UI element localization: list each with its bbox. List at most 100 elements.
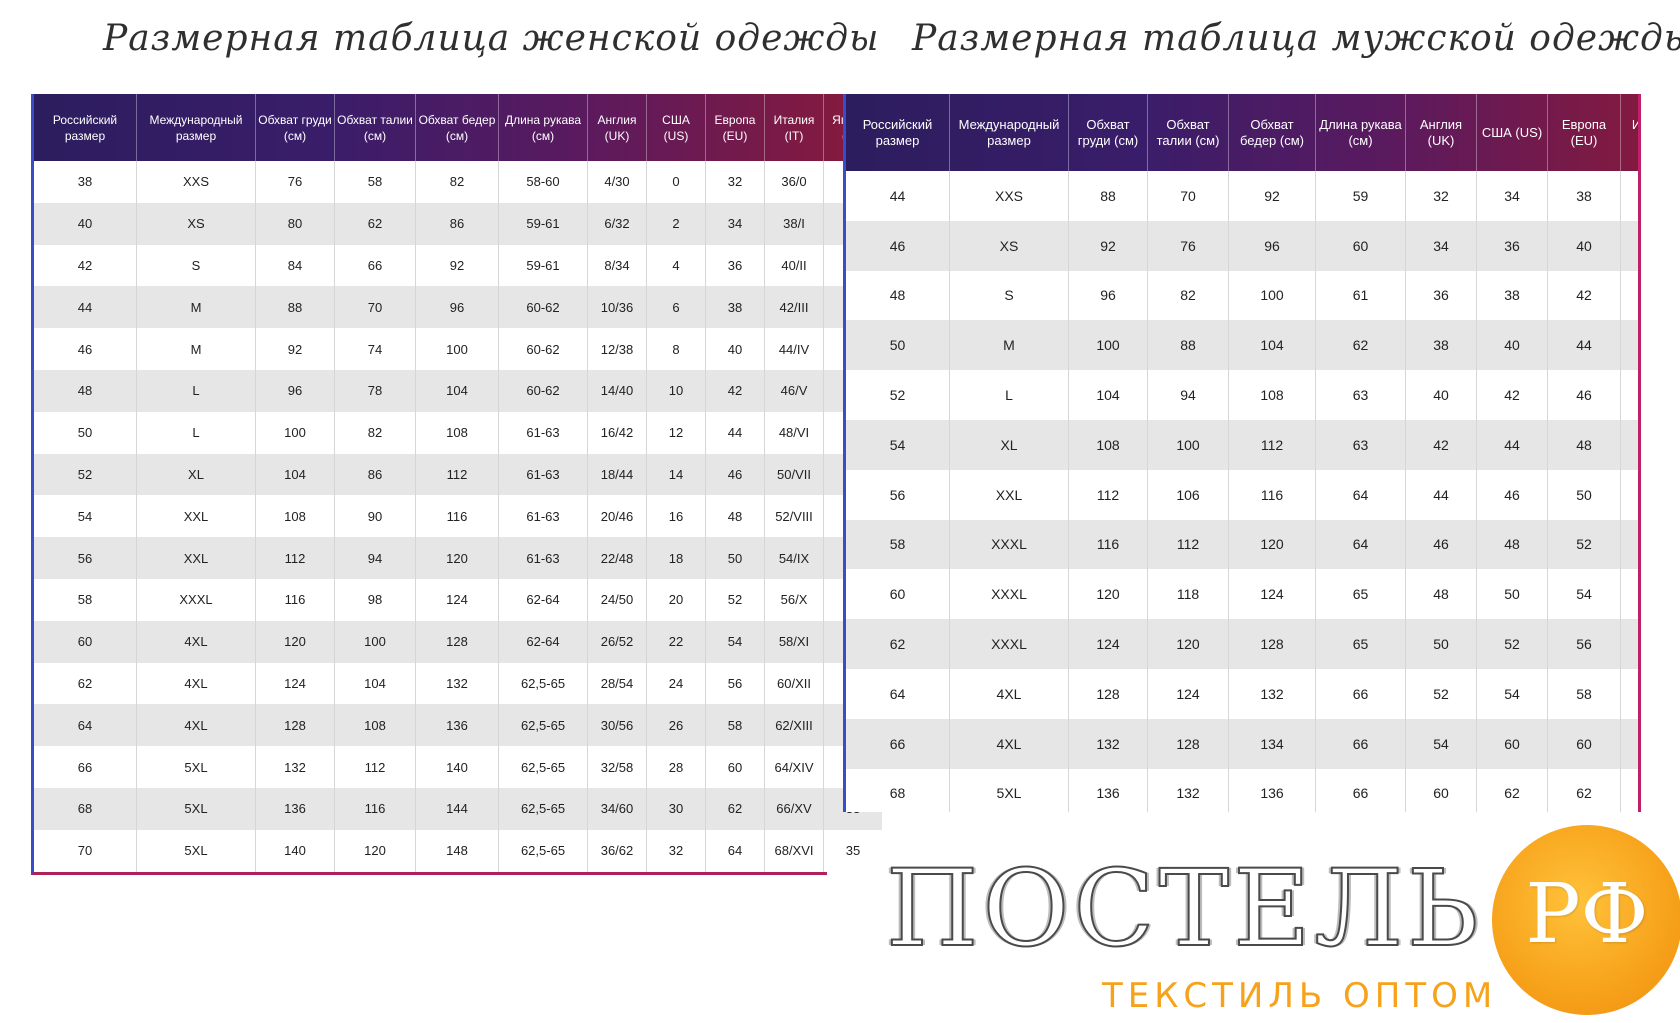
postel-rf-logo: ПОСТЕЛЬ РФ ТЕКСТИЛЬ ОПТОМ [885, 825, 1680, 1019]
table-cell: 48 [1405, 569, 1477, 620]
table-cell: 62,5-65 [498, 787, 588, 830]
table-cell: 52 [1476, 619, 1548, 669]
table-cell: XXXL [949, 569, 1069, 620]
table-cell: 98 [334, 578, 416, 621]
table-cell: 46 [1621, 271, 1639, 321]
table-cell: 50/VII [764, 453, 824, 496]
table-cell: 61-63 [498, 537, 588, 579]
women-size-table-container: Российский размер Международный размер Обх… [31, 94, 882, 875]
table-cell: 52 [705, 578, 765, 621]
table-cell: 54/IX [764, 537, 824, 579]
table-cell: 20 [646, 578, 706, 621]
table-cell: 100 [255, 411, 335, 454]
table-cell: 42 [34, 244, 137, 287]
table-cell: 54 [1547, 569, 1621, 620]
table-cell: M [136, 328, 256, 370]
table-cell: 56 [846, 469, 950, 520]
table-cell: 54 [1405, 718, 1477, 769]
table-cell: 96 [415, 286, 499, 329]
table-cell: 60-62 [498, 328, 588, 370]
column-header: Англия (UK) [1405, 94, 1477, 171]
table-cell: 64 [705, 829, 765, 872]
table-cell: 12 [646, 411, 706, 454]
table-cell: 40 [705, 328, 765, 370]
table-cell: 46 [705, 453, 765, 496]
table-cell: 48 [1621, 320, 1639, 370]
table-row: 46XS9276966034364044 [846, 220, 1638, 271]
table-cell: XL [136, 453, 256, 496]
table-cell: 64 [846, 668, 950, 719]
table-cell: 16 [646, 495, 706, 538]
table-row: 56XXL1121061166444465054 [846, 469, 1639, 520]
table-cell: 60 [846, 569, 950, 620]
table-cell: 38 [1405, 320, 1477, 371]
table-row: 50M100881046238404448 [846, 320, 1639, 371]
table-cell: 50 [705, 537, 765, 579]
table-cell: 128 [1147, 718, 1229, 769]
table-cell: 60 [1476, 718, 1548, 769]
table-cell: 42 [1547, 270, 1621, 321]
table-header-row: Российский размер Международный размер Обх… [34, 94, 882, 161]
column-header: Международный размер [949, 94, 1069, 171]
table-cell: 70 [34, 829, 137, 872]
table-cell: 46 [34, 328, 137, 370]
table-cell: 136 [415, 704, 499, 747]
table-cell: 52 [34, 453, 137, 496]
table-cell: 42 [1621, 171, 1639, 221]
table-cell: 34 [1405, 220, 1477, 271]
table-cell: 50 [1621, 370, 1639, 420]
table-cell: 26/52 [587, 620, 647, 663]
table-cell: XS [136, 202, 256, 245]
table-cell: 60 [1405, 768, 1477, 812]
table-cell: 48 [34, 369, 137, 412]
table-cell: 34/60 [587, 787, 647, 830]
table-cell: 128 [255, 704, 335, 747]
column-header: Обхват груди (см) [1068, 94, 1148, 171]
table-row: 644XL1281241326652545862 [846, 668, 1638, 719]
table-cell: 50 [1405, 619, 1477, 669]
table-cell: 4XL [136, 620, 256, 663]
table-cell: 38 [1476, 270, 1548, 321]
table-cell: 140 [255, 829, 335, 872]
table-cell: 66 [334, 244, 416, 287]
table-cell: 68 [34, 787, 137, 830]
table-cell: 48 [705, 495, 765, 538]
table-cell: 5XL [136, 829, 256, 872]
column-header: Длина рукава (см) [1315, 94, 1406, 171]
table-cell: 62,5-65 [498, 829, 588, 872]
column-header: Обхват бедер (см) [415, 94, 499, 161]
table-cell: 58 [1547, 668, 1621, 719]
table-cell: S [136, 244, 256, 287]
table-cell: 36 [1405, 270, 1477, 321]
table-cell: 60 [34, 620, 137, 663]
table-cell: 54 [846, 419, 950, 470]
table-cell: 35 [845, 843, 861, 859]
table-cell: 124 [1068, 619, 1148, 669]
table-cell: XXXL [136, 578, 256, 621]
table-cell: 46 [1405, 519, 1477, 570]
table-cell: 62 [34, 662, 137, 705]
table-row: 685XL1361321366660626266 [846, 768, 1639, 812]
table-cell: 40 [34, 202, 137, 245]
table-cell: 92 [1228, 171, 1316, 221]
table-cell: 50 [1547, 469, 1621, 520]
table-cell: 64 [1621, 719, 1639, 769]
table-cell: XXS [949, 171, 1069, 221]
table-cell: 66 [1621, 769, 1639, 812]
table-cell: 54 [1476, 668, 1548, 719]
table-cell: 54 [1621, 470, 1639, 520]
table-cell: 4XL [136, 704, 256, 747]
table-cell: 52/VIII [764, 495, 824, 538]
column-header: Длина рукава (см) [498, 94, 588, 161]
table-cell: 66 [1315, 768, 1406, 812]
table-cell: 6/32 [587, 202, 647, 245]
table-cell: 68/XVI [764, 829, 824, 872]
table-cell: 14/40 [587, 369, 647, 412]
table-cell: 120 [1147, 619, 1229, 669]
table-cell: 32 [646, 829, 706, 872]
table-cell: 124 [255, 662, 335, 705]
table-cell: 86 [415, 202, 499, 245]
table-cell: 56 [34, 537, 137, 579]
table-cell: 58 [34, 578, 137, 621]
